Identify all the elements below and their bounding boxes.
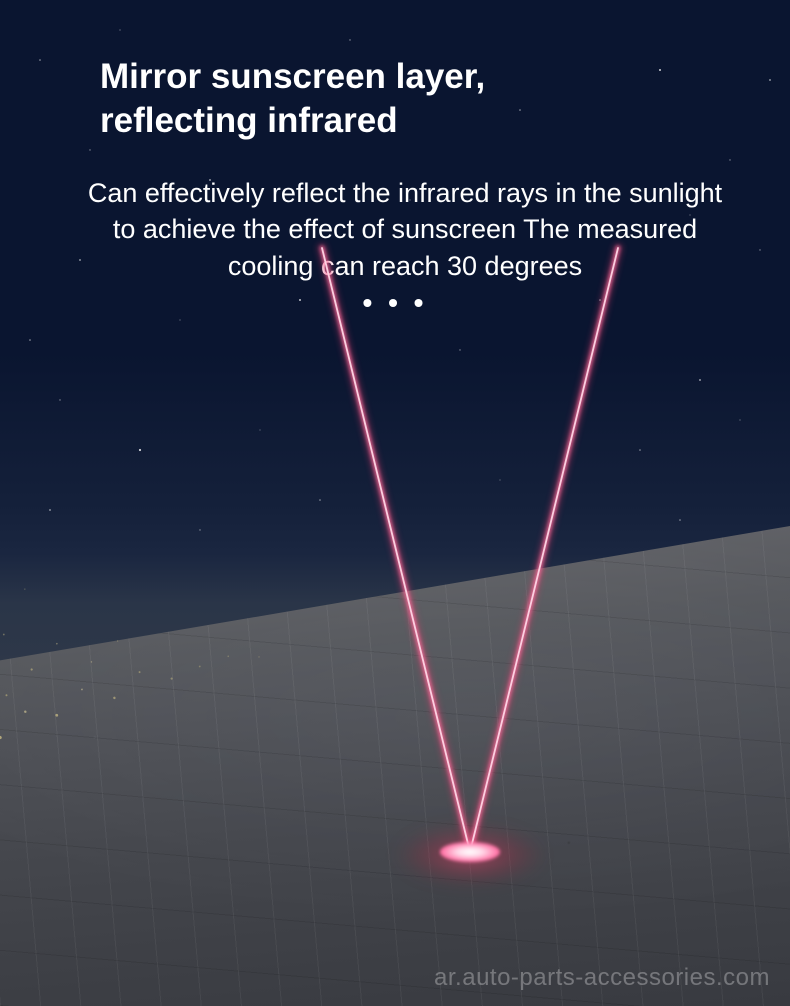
infographic-scene: Mirror sunscreen layer, reflecting infra… <box>0 0 790 1006</box>
headline-line2: reflecting infrared <box>100 101 398 140</box>
reflective-surface <box>0 526 790 1006</box>
headline-line1: Mirror sunscreen layer, <box>100 57 485 96</box>
watermark-text: ar.auto-parts-accessories.com <box>434 964 770 992</box>
description-text: Can effectively reflect the infrared ray… <box>85 175 725 284</box>
headline: Mirror sunscreen layer, reflecting infra… <box>100 55 485 143</box>
divider-dots: • • • <box>363 287 428 319</box>
